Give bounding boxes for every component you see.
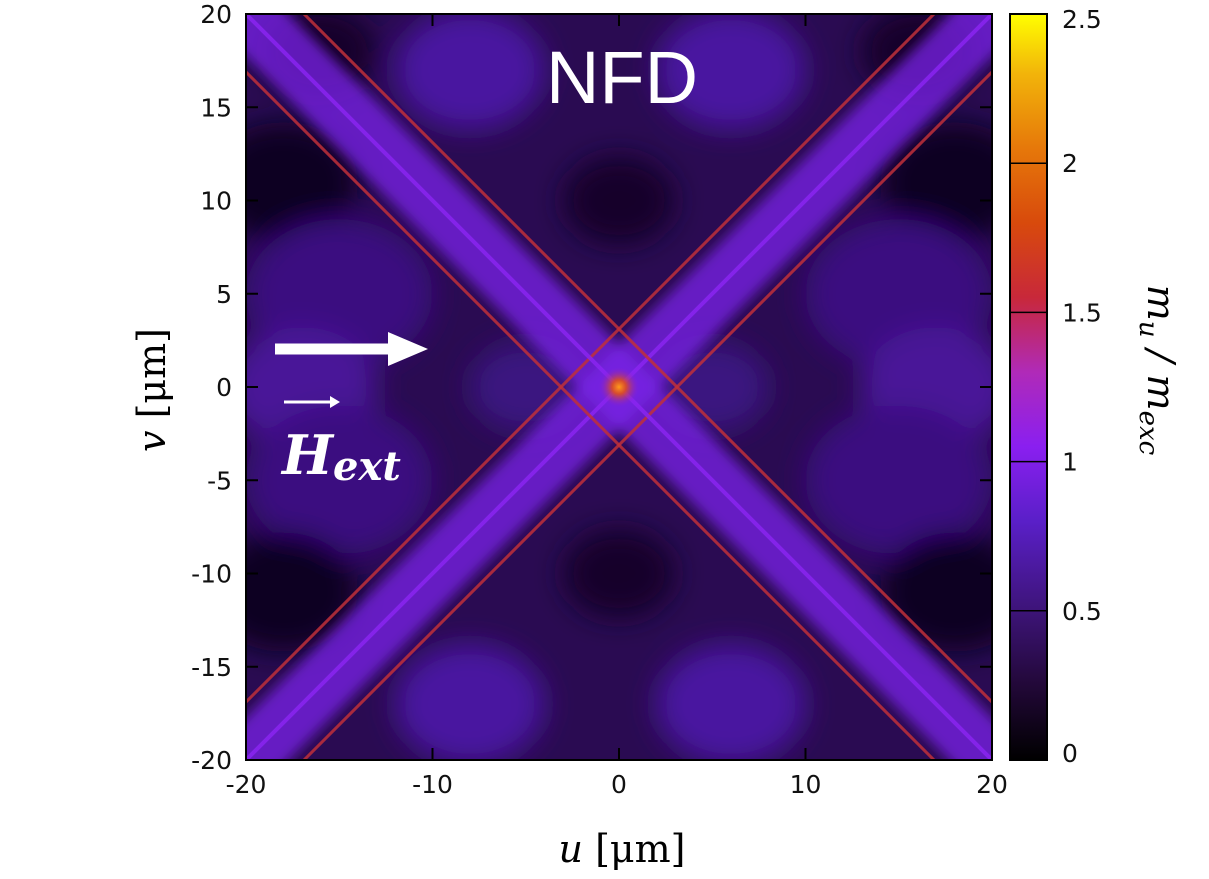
y-axis-label: v [μm] bbox=[130, 328, 174, 452]
colorbar: 0 0.5 1 1.5 2 2.5 bbox=[1010, 5, 1102, 768]
colorbar-label: mu / mexc bbox=[1133, 285, 1183, 456]
x-tick-label: -10 bbox=[412, 770, 453, 799]
center-peak bbox=[599, 367, 639, 407]
y-tick-label: 0 bbox=[216, 373, 232, 402]
y-tick-label: -15 bbox=[191, 653, 232, 682]
plot-title: NFD bbox=[546, 36, 698, 119]
colorbar-tick-label: 1 bbox=[1062, 448, 1078, 477]
colorbar-tick-label: 1.5 bbox=[1062, 298, 1102, 327]
x-tick-label: 0 bbox=[611, 770, 627, 799]
y-tick-label: 5 bbox=[216, 280, 232, 309]
y-tick-label: -5 bbox=[207, 466, 232, 495]
y-tick-label: 20 bbox=[200, 0, 232, 29]
y-tick-label: 15 bbox=[200, 93, 232, 122]
x-axis-label: u [μm] bbox=[559, 827, 686, 871]
colorbar-tick-label: 0 bbox=[1062, 739, 1078, 768]
x-tick-label: 10 bbox=[790, 770, 822, 799]
y-tick-label: -20 bbox=[191, 746, 232, 775]
y-tick-label: -10 bbox=[191, 560, 232, 589]
y-tick-label: 10 bbox=[200, 187, 232, 216]
x-tick-label: 20 bbox=[976, 770, 1008, 799]
colorbar-tick-label: 0.5 bbox=[1062, 597, 1102, 626]
heatmap-area bbox=[198, 0, 1039, 808]
colorbar-tick-label: 2.5 bbox=[1062, 5, 1102, 34]
colorbar-tick-label: 2 bbox=[1062, 149, 1078, 178]
